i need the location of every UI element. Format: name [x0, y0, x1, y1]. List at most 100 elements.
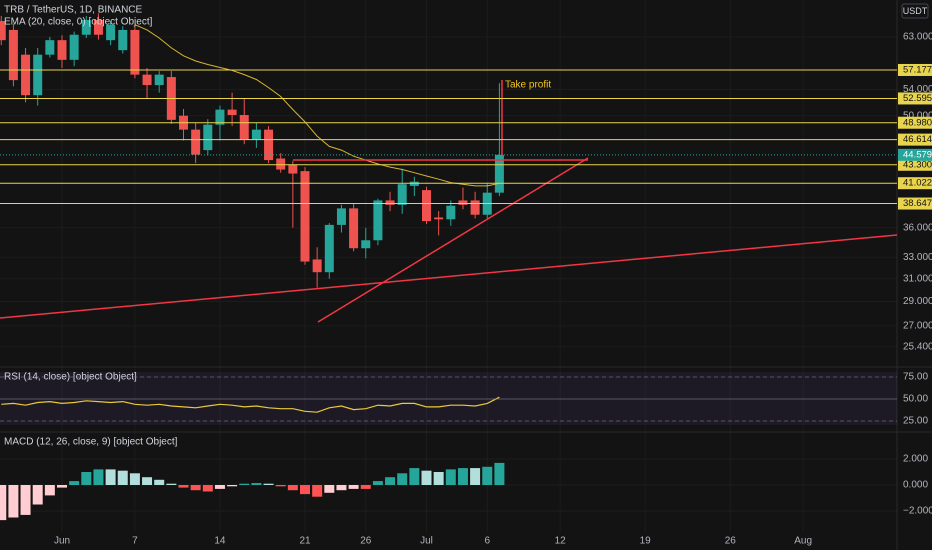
macd-bar	[105, 469, 116, 485]
y-tick-label: 36.000	[903, 222, 932, 233]
y-tick-label: 29.000	[903, 296, 932, 307]
candle-body	[312, 259, 322, 273]
candle-body	[276, 158, 286, 170]
candle-body	[142, 74, 152, 86]
triangle-side	[317, 157, 589, 323]
level-label: 43.300	[903, 159, 932, 170]
macd-bar	[251, 483, 262, 485]
candle-body	[373, 200, 383, 241]
macd-bar	[32, 485, 43, 505]
candle-body	[21, 54, 31, 96]
y-tick-label: 33.000	[903, 252, 932, 263]
macd-bar	[360, 485, 371, 489]
level-badge	[898, 133, 932, 146]
y-tick-label: 2.000	[903, 454, 928, 465]
macd-bar	[190, 485, 201, 491]
macd-bar	[372, 481, 383, 485]
candle-body	[69, 34, 79, 60]
macd-bar	[57, 485, 67, 488]
macd-bar	[142, 477, 153, 485]
candle-body	[470, 200, 480, 215]
macd-bar	[178, 485, 189, 488]
candle-body	[336, 208, 346, 225]
x-tick-label: 19	[640, 536, 652, 547]
y-tick-label: 25.00	[903, 416, 928, 427]
level-badge	[898, 116, 932, 129]
last-price-badge	[898, 148, 932, 161]
macd-bar	[93, 469, 104, 485]
trend-line	[0, 234, 898, 319]
drawings	[0, 80, 898, 323]
candle-body	[0, 21, 6, 41]
rsi-line	[1, 396, 500, 413]
currency-badge	[901, 3, 929, 19]
candle-body	[446, 205, 456, 220]
macd-bar	[0, 485, 7, 521]
macd-bar	[8, 485, 19, 518]
candle-body	[300, 171, 310, 262]
macd-bar	[312, 485, 323, 497]
candle-body	[118, 29, 128, 51]
macd-bar	[263, 483, 274, 485]
candle-body	[106, 24, 116, 41]
indicator-label: MACD (12, 26, close, 9) [object Object]	[4, 437, 178, 448]
candle-body	[130, 29, 140, 75]
chart-title: TRB / TetherUS, 1D, BINANCE	[4, 5, 143, 16]
candle-body	[458, 200, 468, 205]
macd-bar	[20, 485, 31, 515]
x-tick-label: 26	[725, 536, 737, 547]
level-label: 57.177	[903, 64, 932, 75]
macd-bar	[348, 485, 359, 489]
level-badge	[898, 92, 932, 105]
candle-body	[215, 109, 225, 125]
macd-bar	[433, 471, 444, 485]
level-label: 38.647	[903, 198, 932, 209]
candle-body	[494, 154, 504, 193]
candle-body	[385, 200, 395, 205]
x-tick-label: 12	[555, 536, 567, 547]
candle-body	[45, 40, 55, 55]
candle-body	[251, 129, 261, 140]
y-tick-label: 31.000	[903, 273, 932, 284]
y-tick-label: −2.000	[903, 506, 932, 517]
candle-body	[203, 124, 213, 151]
macd-bar	[117, 470, 128, 485]
annotation: Take profit	[505, 80, 551, 91]
candle-body	[239, 115, 249, 140]
level-label: 46.614	[903, 134, 932, 145]
candle-body	[409, 181, 419, 186]
x-tick-label: Aug	[794, 536, 812, 547]
macd-bar	[494, 462, 505, 485]
level-label: 52.595	[903, 93, 932, 104]
candle-body	[33, 54, 43, 96]
macd-bar	[482, 466, 493, 485]
level-badge	[898, 158, 932, 171]
macd-bar	[385, 477, 396, 485]
y-tick-label: 0.000	[903, 480, 928, 491]
candle-body	[57, 40, 67, 60]
y-tick-label: 54.000	[903, 84, 932, 95]
y-tick-label: 50.00	[903, 394, 928, 405]
y-tick-label: 63.000	[903, 32, 932, 43]
macd-bar	[239, 483, 250, 485]
macd-bar	[445, 469, 456, 485]
macd-bar	[154, 479, 165, 485]
candle-body	[93, 20, 103, 35]
candle-body	[434, 217, 444, 220]
candle-body	[154, 74, 164, 86]
y-tick-label: 25.400	[903, 341, 932, 352]
macd-bar	[409, 468, 420, 485]
macd-bar	[227, 485, 238, 487]
macd-bar	[44, 485, 55, 496]
macd-bar	[214, 485, 225, 489]
macd-bar	[336, 485, 347, 491]
candle-body	[264, 129, 274, 161]
x-tick-label: 21	[299, 536, 311, 547]
candle-body	[361, 240, 371, 249]
macd-bar	[275, 485, 286, 487]
y-tick-label: 27.000	[903, 320, 932, 331]
macd-bar	[166, 483, 177, 485]
currency: USDT	[903, 6, 928, 16]
level-label: 41.022	[903, 178, 932, 189]
macd-bar	[81, 471, 92, 485]
